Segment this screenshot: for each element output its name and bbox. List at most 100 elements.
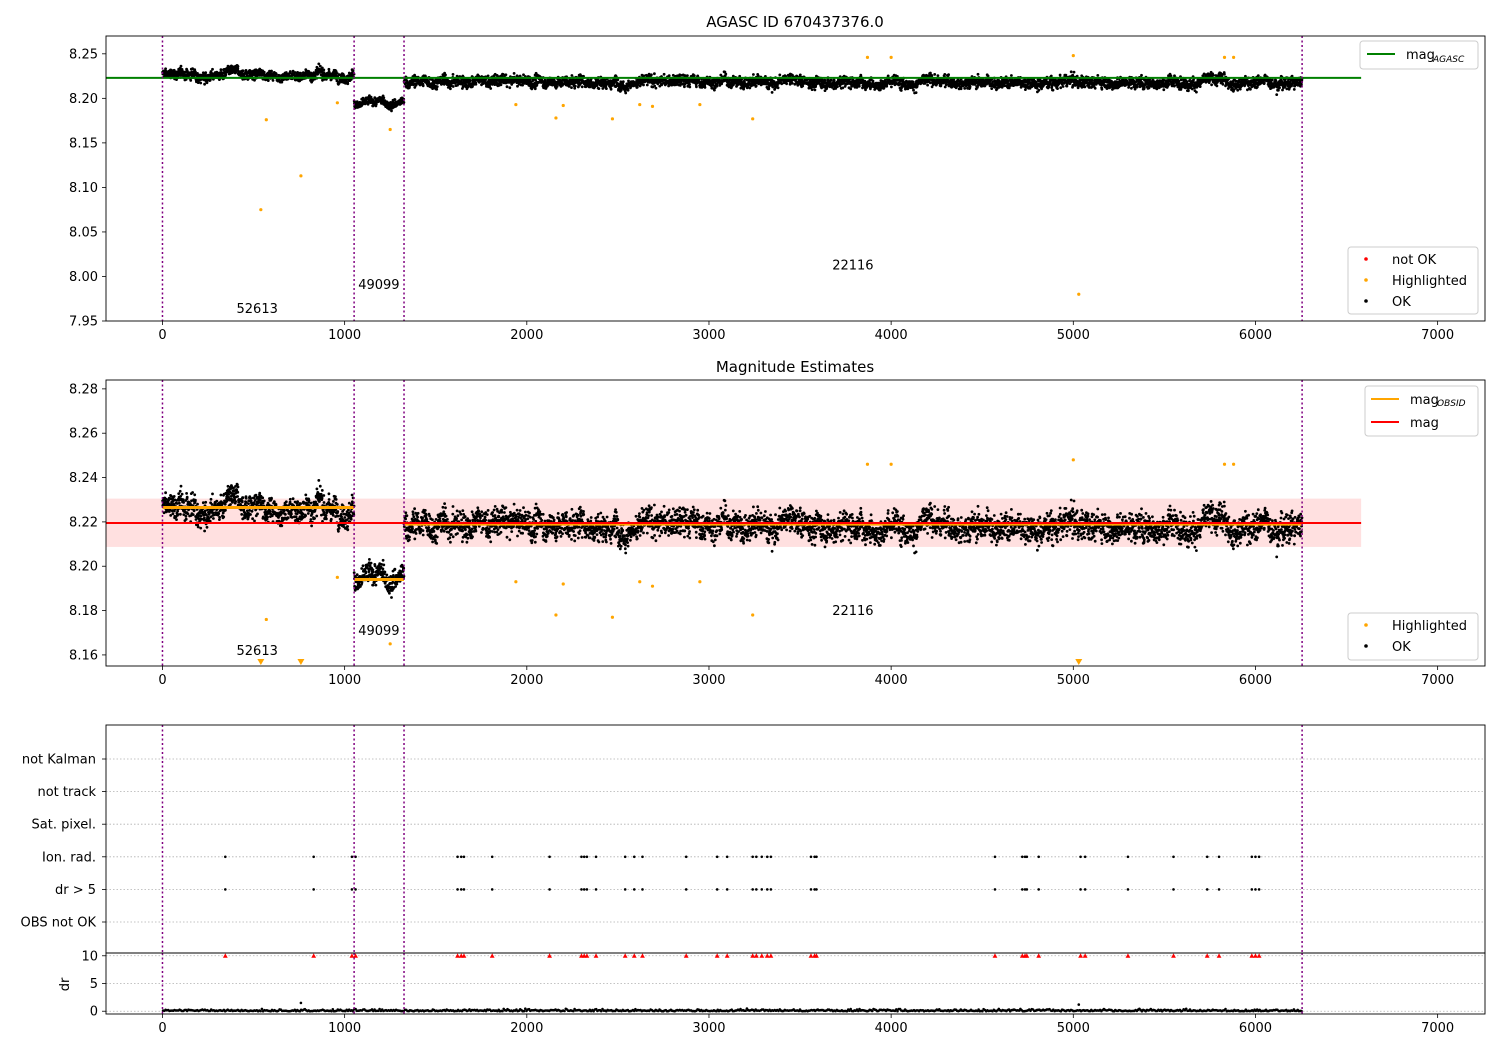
ok-point xyxy=(1083,85,1087,89)
ok-point xyxy=(926,83,929,87)
ok-point xyxy=(390,109,393,113)
ok-point xyxy=(499,83,503,87)
ok-point xyxy=(1198,85,1202,88)
ok-point xyxy=(790,81,794,85)
ok-point xyxy=(914,91,918,94)
ok-point xyxy=(196,72,199,75)
ok-point xyxy=(695,85,698,89)
ok-point xyxy=(1211,73,1215,77)
ok-point xyxy=(836,85,839,89)
ok-point xyxy=(1072,70,1076,74)
ok-point xyxy=(1215,84,1219,88)
ok-point xyxy=(703,86,707,89)
ok-point xyxy=(724,72,728,76)
ok-point xyxy=(849,87,853,91)
ok-point xyxy=(857,84,861,88)
ok-point xyxy=(271,79,275,82)
ok-point xyxy=(164,67,168,71)
ok-point xyxy=(1059,86,1063,90)
ok-point xyxy=(199,81,203,85)
ok-point xyxy=(291,69,295,73)
ok-point xyxy=(1195,90,1198,94)
ok-point xyxy=(813,88,817,92)
ok-point xyxy=(713,88,716,92)
ok-point xyxy=(335,72,339,75)
ok-point xyxy=(512,72,516,75)
ok-point xyxy=(1169,74,1173,78)
ok-point xyxy=(1221,82,1225,86)
ok-point xyxy=(1061,85,1065,88)
ok-point xyxy=(275,73,278,76)
ok-point xyxy=(266,79,270,82)
ok-point xyxy=(1162,88,1166,92)
ok-point xyxy=(402,101,406,104)
ok-point xyxy=(798,73,802,77)
ok-point xyxy=(1210,83,1213,87)
ok-point xyxy=(642,83,645,87)
ok-point xyxy=(435,85,439,88)
ok-point xyxy=(841,86,845,90)
ok-point xyxy=(236,67,240,70)
ok-point xyxy=(939,84,943,88)
ok-point xyxy=(421,84,425,88)
ok-point xyxy=(947,73,950,77)
ok-point xyxy=(686,74,689,77)
ok-point xyxy=(654,86,658,90)
ok-point xyxy=(205,81,209,85)
ok-point xyxy=(189,79,193,82)
ok-point xyxy=(474,82,478,86)
ok-point xyxy=(313,74,317,77)
ok-point xyxy=(321,78,324,82)
ok-point xyxy=(963,87,967,90)
ok-point xyxy=(976,72,980,76)
ok-point xyxy=(645,83,649,87)
ok-point xyxy=(890,85,893,89)
ok-point xyxy=(224,73,228,77)
ok-point xyxy=(968,84,972,88)
ok-point xyxy=(715,84,719,88)
ok-point xyxy=(236,65,240,68)
ok-point xyxy=(933,73,937,76)
ok-point xyxy=(219,68,223,72)
ok-point xyxy=(253,78,256,82)
ok-point xyxy=(667,74,671,78)
ok-point xyxy=(573,84,577,88)
ok-point xyxy=(619,88,623,92)
ok-point xyxy=(621,80,625,84)
ok-point xyxy=(1096,74,1100,77)
ok-point xyxy=(928,81,932,85)
ok-point xyxy=(570,86,573,89)
ok-point xyxy=(752,73,755,76)
ok-point xyxy=(580,85,584,89)
ok-point xyxy=(688,85,692,89)
ok-point xyxy=(785,82,788,86)
ok-point xyxy=(1010,74,1013,77)
ok-point xyxy=(832,79,836,83)
ok-point xyxy=(624,91,628,95)
ok-point xyxy=(1037,88,1041,92)
ok-point xyxy=(829,78,833,82)
ok-point xyxy=(193,68,197,72)
ok-point xyxy=(1142,86,1146,90)
ok-point xyxy=(678,73,682,77)
ok-point xyxy=(288,70,292,73)
ok-point xyxy=(570,74,574,77)
ok-point xyxy=(307,70,311,74)
ok-point xyxy=(351,69,355,73)
ok-point xyxy=(1051,88,1055,92)
ok-point xyxy=(1069,70,1073,74)
ok-point xyxy=(650,73,653,77)
ok-point xyxy=(435,87,439,91)
ok-point xyxy=(180,68,184,71)
ok-point xyxy=(262,70,266,74)
ok-point xyxy=(683,85,686,89)
ok-point xyxy=(317,62,321,66)
ok-point xyxy=(823,79,827,82)
ok-point xyxy=(930,74,934,77)
ok-point xyxy=(609,87,613,91)
ok-point xyxy=(203,82,207,86)
ok-point xyxy=(241,69,245,73)
ok-point xyxy=(662,72,666,76)
